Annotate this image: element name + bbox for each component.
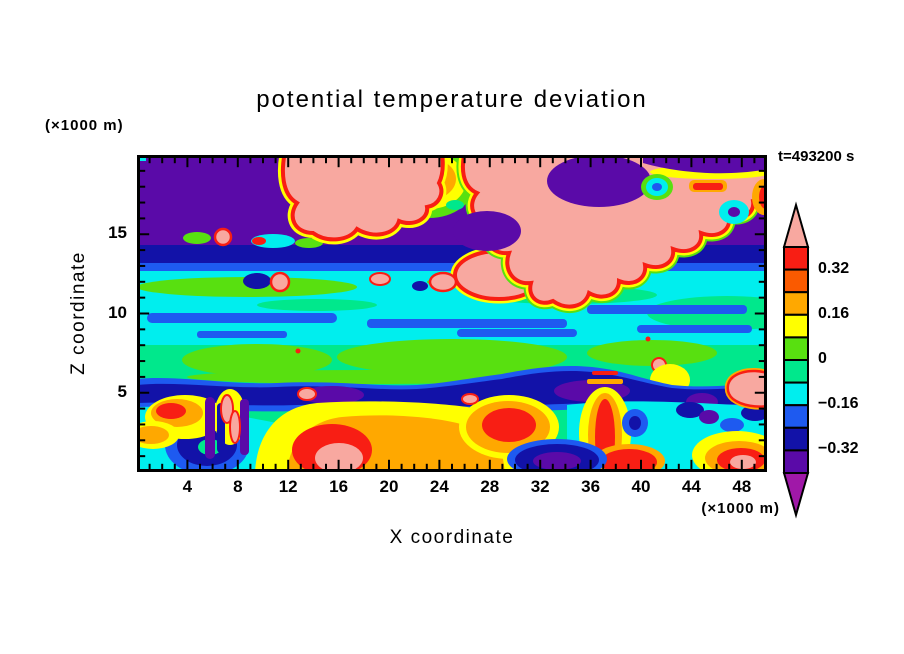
field-contour-shape [453, 211, 521, 251]
x-axis-units-label: (×1000 m) [701, 500, 780, 517]
field-contour-shape [693, 183, 723, 190]
y-axis-units-label: (×1000 m) [45, 117, 124, 134]
x-tick-label: 48 [732, 477, 752, 496]
x-tick-label: 12 [278, 477, 298, 496]
field-contour-shape [428, 271, 458, 293]
field-contour-shape [461, 393, 479, 405]
field-contour-shape [297, 387, 317, 401]
field-contour-shape [243, 273, 271, 289]
field-contour-shape [197, 331, 287, 338]
x-tick-label: 4 [182, 477, 193, 496]
field-contour-shape [629, 416, 641, 430]
field-contour-shape [337, 339, 567, 375]
field-contour-shape [229, 410, 241, 444]
field-contour-shape [533, 452, 581, 470]
x-tick-label: 36 [581, 477, 601, 496]
contour-plot [137, 155, 767, 472]
colorbar-segment [783, 268, 809, 294]
colorbar-segment [783, 449, 809, 474]
y-tick-label: 5 [117, 381, 127, 401]
field-contour-shape [300, 386, 364, 404]
field-contour-shape [295, 348, 301, 354]
field-contour-shape [187, 370, 547, 384]
colorbar [782, 201, 810, 519]
field-contour-shape [257, 299, 377, 311]
field-contour-shape [587, 340, 717, 366]
field-contour-shape [587, 305, 747, 314]
field-contour-shape [482, 408, 536, 442]
colorbar-segment [783, 336, 809, 361]
x-tick-label: 28 [480, 477, 500, 496]
axes-frame [137, 155, 767, 472]
field-contour-shape [637, 325, 752, 333]
field-contour-shape [446, 200, 464, 210]
x-tick-label: 32 [530, 477, 550, 496]
x-tick-label: 20 [379, 477, 399, 496]
field-contour-shape [367, 319, 567, 328]
field-contour-shape [213, 227, 233, 247]
field-contour-shape [720, 418, 744, 432]
y-tick-label: 10 [108, 302, 127, 322]
field-contour-shape [652, 183, 662, 191]
field-contour-shape [547, 155, 651, 207]
field-contour-shape [728, 207, 740, 217]
plot-frame [137, 155, 767, 472]
colorbar-tick-label: −0.32 [818, 440, 859, 458]
colorbar-tick-label: 0.16 [818, 304, 850, 322]
chart-title: potential temperature deviation [256, 86, 648, 113]
colorbar-tick-label: 0 [818, 350, 827, 367]
field-contour-shape [252, 237, 266, 245]
field-contour-shape [269, 271, 291, 293]
x-tick-label: 44 [681, 477, 701, 496]
x-tick-label: 16 [329, 477, 349, 496]
field-contour-shape [412, 281, 428, 291]
colorbar-tick-label: −0.16 [818, 395, 859, 413]
colorbar-segment [783, 313, 809, 339]
field-contour-shape [643, 155, 767, 174]
field-contour-shape [182, 344, 332, 376]
field-contour-shape [645, 336, 651, 342]
x-tick-label: 24 [429, 477, 449, 496]
field-contour-shape [205, 397, 215, 459]
field-contour-shape [587, 379, 623, 384]
colorbar-segment [783, 291, 809, 316]
field-contour-shape [676, 402, 704, 418]
colorbar-segment [783, 381, 809, 407]
colorbar-segment [783, 246, 809, 271]
colorbar-over-arrow [782, 201, 810, 248]
field-contour-shape [240, 399, 249, 455]
field-contour-shape [220, 394, 234, 424]
field-contour-shape [137, 263, 767, 271]
colorbar-segment [783, 359, 809, 384]
field-contour-shape [156, 403, 186, 419]
time-annotation: t=493200 s [778, 148, 855, 165]
colorbar-segment [783, 426, 809, 452]
x-axis-title: X coordinate [389, 527, 515, 548]
contour-field [137, 155, 767, 472]
field-contour-shape [457, 329, 577, 337]
colorbar-under-arrow [782, 472, 810, 519]
colorbar-segment [783, 404, 809, 429]
field-contour-shape [147, 313, 337, 323]
field-contour-shape [137, 277, 357, 297]
field-contour-shape [369, 272, 391, 286]
x-tick-label: 40 [631, 477, 651, 496]
field-contour-shape [699, 410, 719, 424]
y-tick-label: 15 [108, 223, 127, 243]
field-contour-shape [183, 232, 211, 244]
field-contour-shape [592, 371, 618, 375]
colorbar-tick-label: 0.32 [818, 259, 850, 277]
x-tick-label: 8 [233, 477, 243, 496]
field-contour-shape [730, 455, 756, 469]
